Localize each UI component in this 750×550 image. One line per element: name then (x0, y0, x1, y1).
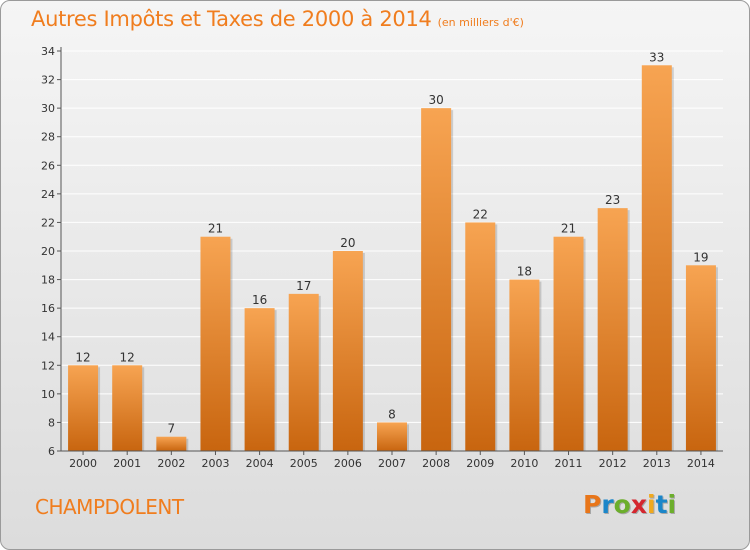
bar (68, 365, 99, 451)
x-tick-label: 2003 (201, 457, 229, 470)
data-label: 8 (388, 407, 396, 421)
data-label: 21 (561, 222, 576, 236)
y-tick-label: 14 (41, 331, 55, 344)
bars (68, 65, 718, 452)
y-tick-label: 6 (48, 445, 55, 458)
commune-name: CHAMPDOLENT (35, 495, 184, 519)
y-tick-label: 22 (41, 216, 55, 229)
chart-subtitle: (en milliers d'€) (437, 16, 524, 29)
chart-title: Autres Impôts et Taxes de 2000 à 2014 (en… (31, 7, 524, 31)
x-tick-label: 2005 (290, 457, 318, 470)
data-label: 21 (208, 222, 223, 236)
bar (112, 365, 143, 451)
bar (288, 293, 319, 451)
bar (465, 222, 496, 451)
bar (597, 208, 628, 451)
bar (509, 279, 540, 451)
x-tick-label: 2000 (69, 457, 97, 470)
y-tick-label: 16 (41, 302, 55, 315)
y-tick-label: 18 (41, 274, 55, 287)
y-tick-label: 20 (41, 245, 55, 258)
data-label: 17 (296, 279, 311, 293)
data-label: 33 (649, 50, 664, 64)
data-label: 22 (473, 207, 488, 221)
y-tick-label: 34 (41, 45, 55, 58)
bar (421, 108, 452, 452)
x-tick-label: 2006 (334, 457, 362, 470)
y-tick-label: 28 (41, 131, 55, 144)
chart-title-text: Autres Impôts et Taxes de 2000 à 2014 (31, 7, 432, 31)
x-tick-label: 2001 (113, 457, 141, 470)
data-label: 12 (75, 350, 90, 364)
bar (200, 236, 231, 451)
x-tick-label: 2004 (246, 457, 274, 470)
data-label: 12 (120, 350, 135, 364)
y-tick-label: 12 (41, 359, 55, 372)
y-tick-label: 10 (41, 388, 55, 401)
data-label: 16 (252, 293, 267, 307)
axes (57, 47, 723, 455)
bar (156, 436, 187, 451)
x-tick-label: 2010 (510, 457, 538, 470)
y-tick-label: 32 (41, 74, 55, 87)
x-tick-label: 2012 (599, 457, 627, 470)
x-tick-label: 2013 (643, 457, 671, 470)
proxiti-logo: Proxiti (583, 490, 677, 519)
bar (553, 236, 584, 451)
y-tick-label: 24 (41, 188, 55, 201)
x-tick-label: 2014 (687, 457, 715, 470)
bar (332, 251, 363, 451)
data-label: 7 (168, 422, 176, 436)
bar (377, 422, 407, 451)
x-tick-label: 2008 (422, 457, 450, 470)
x-tick-label: 2011 (555, 457, 583, 470)
data-label: 20 (340, 236, 355, 250)
y-tick-label: 26 (41, 159, 55, 172)
data-label: 19 (693, 250, 708, 264)
y-tick-label: 30 (41, 102, 55, 115)
x-tick-label: 2007 (378, 457, 406, 470)
data-label: 23 (605, 193, 620, 207)
bar (244, 308, 275, 451)
bar (685, 265, 716, 451)
y-tick-label: 8 (48, 416, 55, 429)
data-label: 18 (517, 265, 532, 279)
labels: 6 8 10 12 14 16 18 20 22 24 26 28 30 32 34 12 2000 12 2001… (41, 45, 715, 470)
x-tick-label: 2002 (157, 457, 185, 470)
x-tick-label: 2009 (466, 457, 494, 470)
data-label: 30 (428, 93, 443, 107)
bar (641, 65, 672, 452)
